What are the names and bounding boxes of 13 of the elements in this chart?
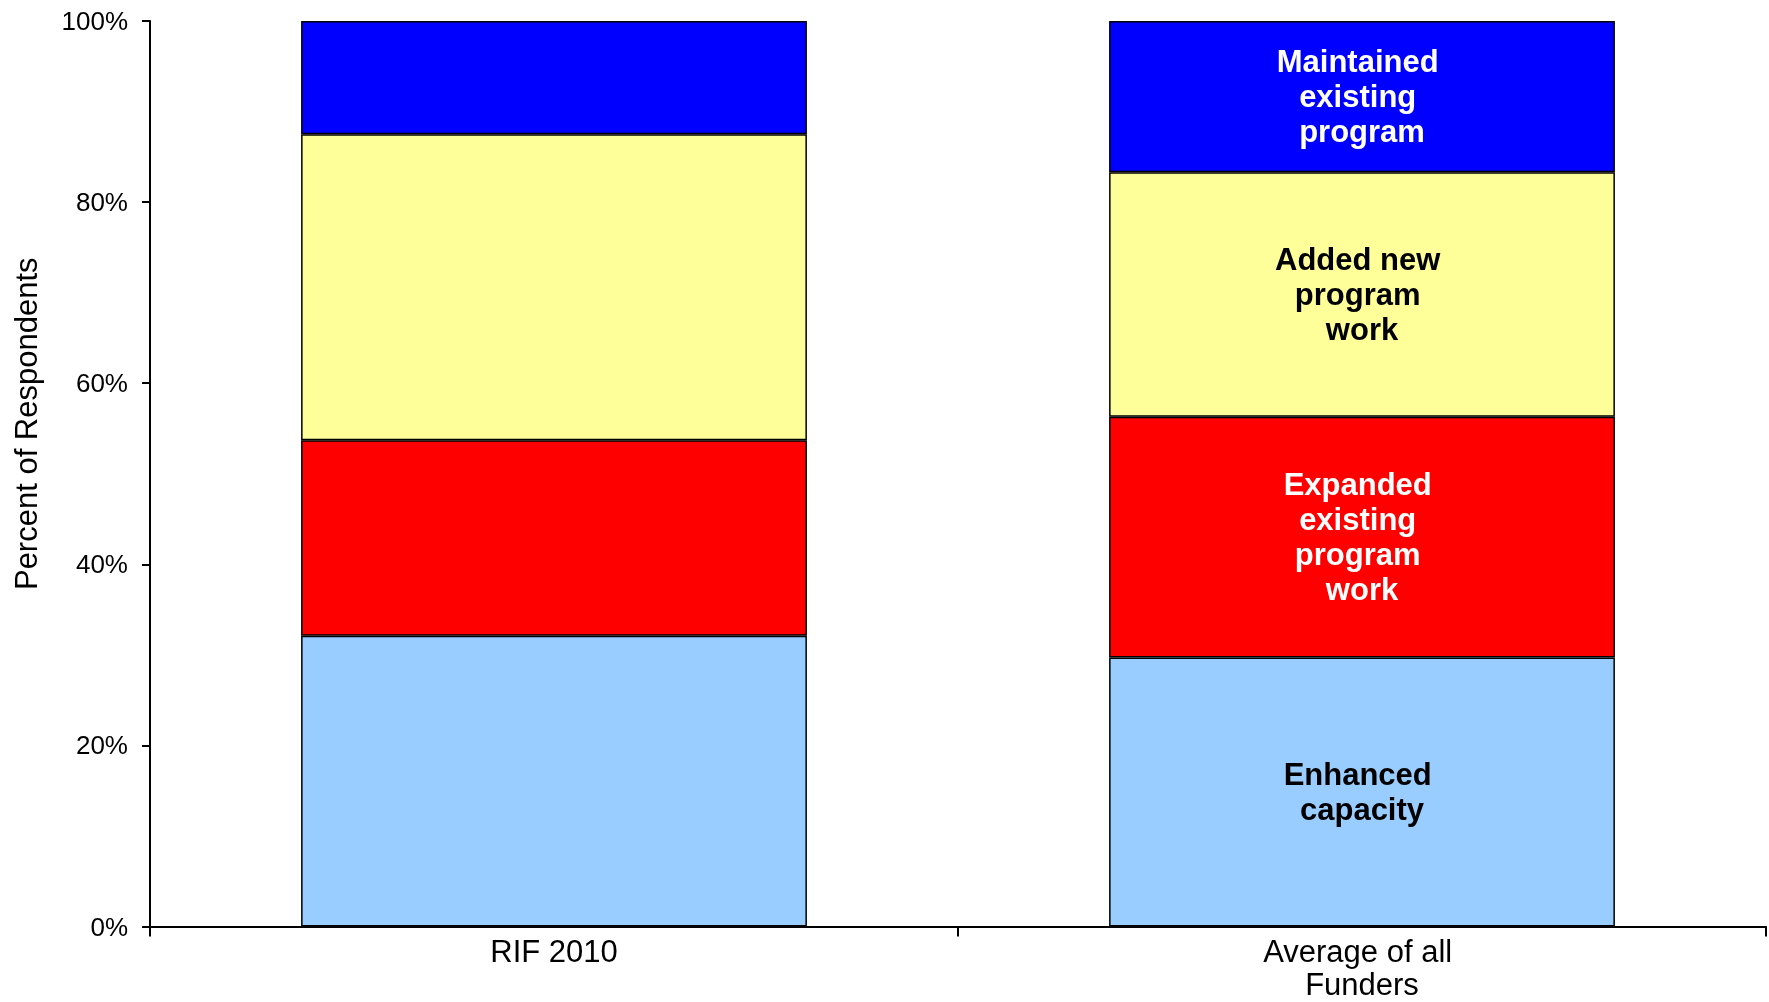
y-tick-label: 0% xyxy=(90,911,128,942)
x-tick-label: RIF 2010 xyxy=(490,933,618,969)
x-tick-label: Average of all Funders xyxy=(1263,933,1461,1002)
y-tick-label: 20% xyxy=(75,730,128,761)
series-label: Maintained existing program xyxy=(1276,44,1448,150)
series-label: Enhanced capacity xyxy=(1283,757,1441,828)
y-tick-label: 100% xyxy=(61,6,128,36)
y-tick-label: 40% xyxy=(75,549,128,580)
y-axis-title: Percent of Respondents xyxy=(9,257,44,591)
series-label: Expanded existing program work xyxy=(1283,467,1441,608)
y-tick-label: 80% xyxy=(75,187,128,218)
series-label: Added new program work xyxy=(1275,241,1449,347)
y-tick-label: 60% xyxy=(75,368,128,399)
